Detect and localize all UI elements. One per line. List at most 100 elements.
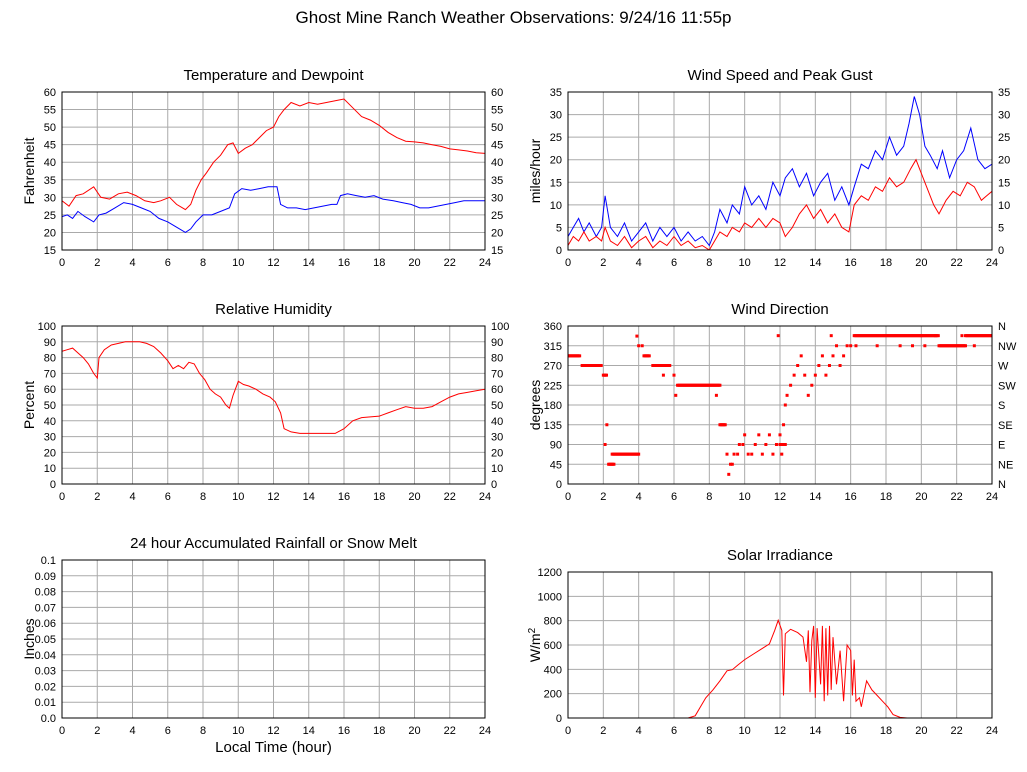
dir-point (767, 433, 771, 437)
dir-point (746, 452, 750, 456)
temp-ytick-label-right: 20 (491, 227, 503, 239)
solar-ylabel-sup: 2 (527, 627, 538, 633)
temp-xtick-label: 16 (338, 257, 350, 269)
rh-xtick-label: 0 (59, 491, 65, 503)
dir-point (732, 452, 736, 456)
temp-ytick-label: 60 (44, 87, 56, 99)
temp-ytick-label-right: 50 (491, 122, 503, 134)
wind-xtick-label: 12 (774, 257, 786, 269)
wind-ytick-label: 15 (550, 177, 562, 189)
wind-xtick-label: 2 (600, 257, 606, 269)
temp-ytick-label-right: 30 (491, 192, 503, 204)
wind-xtick-label: 14 (809, 257, 821, 269)
temp-series-0 (62, 98, 485, 211)
rain-xtick-label: 20 (408, 725, 420, 737)
wind-ylabel: miles/hour (527, 138, 543, 203)
dir-point (668, 364, 672, 367)
temp-xtick-label: 20 (408, 257, 420, 269)
dir-point (831, 354, 835, 358)
dir-title: Wind Direction (731, 301, 829, 318)
page-title: Ghost Mine Ranch Weather Observations: 9… (295, 8, 732, 27)
rain-xtick-label: 4 (129, 725, 135, 737)
rh-xtick-label: 4 (129, 491, 135, 503)
dir-point (637, 344, 641, 348)
dir-point (605, 373, 609, 377)
wind-ytick-label-right: 30 (998, 110, 1010, 122)
dir-xtick-label: 2 (600, 491, 606, 503)
dir-xtick-label: 8 (706, 491, 712, 503)
rh-ytick-label-right: 10 (491, 463, 503, 475)
temp-ytick-label: 45 (44, 140, 56, 152)
solar-series-0 (568, 618, 992, 718)
temp-xtick-label: 8 (200, 257, 206, 269)
dir-point (820, 354, 824, 358)
rh-ytick-label: 40 (44, 416, 56, 428)
rh-ytick-label: 100 (38, 321, 56, 333)
solar-chart: 0 2 4 6 8 10 12 14 16 18 20 22 240200400600800100012… (527, 547, 998, 737)
dir-point (771, 452, 775, 456)
rh-ytick-label-right: 60 (491, 384, 503, 396)
temp-xtick-label: 4 (129, 257, 135, 269)
rain-ylabel: Inches (21, 618, 37, 659)
temp-ytick-label-right: 60 (491, 87, 503, 99)
dir-xtick-label: 4 (636, 491, 642, 503)
dir-point (960, 334, 964, 338)
rain-xtick-label: 18 (373, 725, 385, 737)
rh-ytick-label-right: 90 (491, 337, 503, 349)
rain-title: 24 hour Accumulated Rainfall or Snow Mel… (130, 535, 418, 552)
rh-ytick-label: 80 (44, 353, 56, 365)
wind-series-1 (568, 158, 992, 250)
solar-xtick-label: 10 (739, 725, 751, 737)
dir-point (827, 364, 831, 367)
dir-point (774, 443, 778, 446)
wind-ytick-label: 20 (550, 155, 562, 167)
dir-point (972, 344, 976, 348)
temp-ytick-label-right: 25 (491, 210, 503, 222)
rh-series-0 (62, 341, 485, 434)
rain-ytick-label: 0.1 (41, 555, 56, 567)
solar-xtick-label: 18 (880, 725, 892, 737)
dir-xtick-label: 24 (986, 491, 998, 503)
solar-title: Solar Irradiance (727, 547, 833, 564)
rain-ytick-label: 0.0 (41, 713, 56, 725)
rain-ytick-label: 0.06 (35, 618, 56, 630)
solar-xtick-label: 20 (915, 725, 927, 737)
rh-xtick-label: 12 (267, 491, 279, 503)
rh-ytick-label: 30 (44, 432, 56, 444)
wind-xtick-label: 18 (880, 257, 892, 269)
dir-xtick-label: 6 (671, 491, 677, 503)
dir-point (672, 373, 676, 377)
dir-point (789, 383, 793, 387)
temp-xtick-label: 24 (479, 257, 491, 269)
wind-ytick-label-right: 0 (998, 245, 1004, 257)
dir-compass-label: S (998, 400, 1005, 412)
dir-xtick-label: 14 (809, 491, 821, 503)
temp-xtick-label: 2 (94, 257, 100, 269)
rh-xtick-label: 2 (94, 491, 100, 503)
temp-ylabel: Fahrenheit (21, 137, 37, 204)
rh-ytick-label: 0 (50, 479, 56, 491)
solar-ylabel: W/m2 (527, 627, 543, 662)
wind-ytick-label: 25 (550, 132, 562, 144)
dir-xtick-label: 10 (739, 491, 751, 503)
temp-ytick-label-right: 55 (491, 105, 503, 117)
rain-ytick-label: 0.02 (35, 681, 56, 693)
rain-xtick-label: 10 (232, 725, 244, 737)
wind-ytick-label: 35 (550, 87, 562, 99)
dir-point (647, 354, 651, 358)
temp-ytick-label: 15 (44, 245, 56, 257)
rh-xtick-label: 8 (200, 491, 206, 503)
rh-xtick-label: 18 (373, 491, 385, 503)
rh-xtick-label: 6 (165, 491, 171, 503)
rh-ytick-label-right: 80 (491, 353, 503, 365)
dir-point (776, 334, 780, 338)
wind-ytick-label-right: 35 (998, 87, 1010, 99)
wind-xtick-label: 24 (986, 257, 998, 269)
wind-xtick-label: 16 (845, 257, 857, 269)
wind-xtick-label: 8 (706, 257, 712, 269)
solar-xtick-label: 22 (951, 725, 963, 737)
rain-xtick-label: 24 (479, 725, 491, 737)
dir-point (640, 344, 644, 348)
wind-ytick-label: 5 (556, 222, 562, 234)
